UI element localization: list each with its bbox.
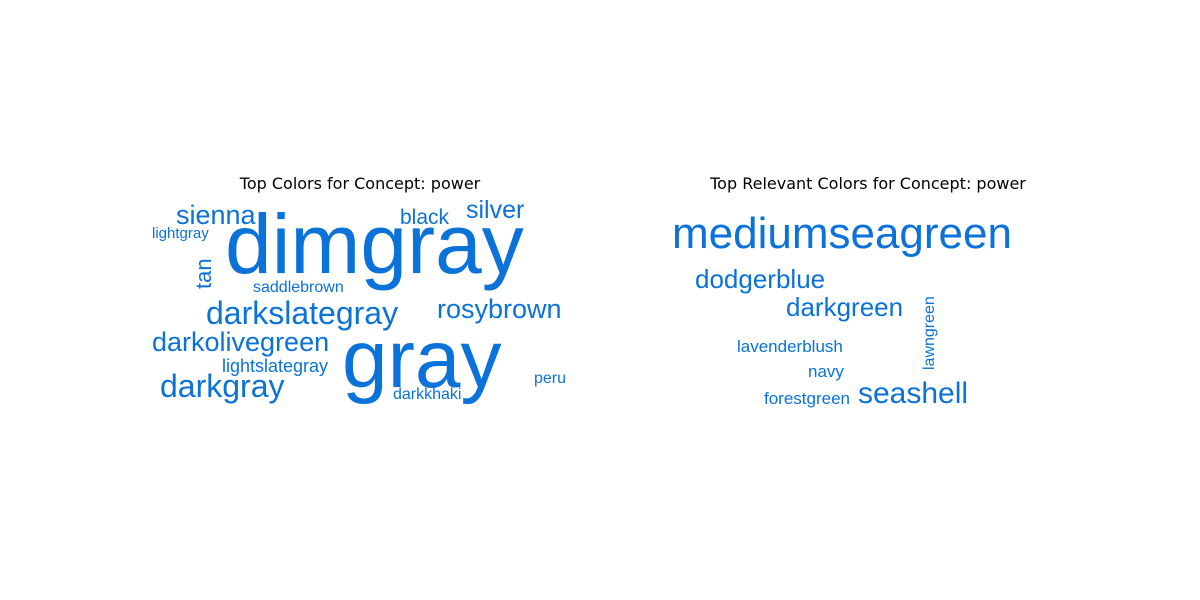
word-mediumseagreen: mediumseagreen [672,209,1012,258]
word-darkgray: darkgray [160,368,285,404]
word-black: black [400,206,450,229]
word-dodgerblue: dodgerblue [695,264,825,294]
word-lightgray: lightgray [152,225,209,242]
word-lawngreen: lawngreen [921,296,938,370]
left-wordcloud-panel: Top Colors for Concept: power dimgray gra… [130,0,590,600]
right-wordcloud-panel: Top Relevant Colors for Concept: power m… [648,0,1088,600]
word-lightslategray: lightslategray [222,356,328,376]
word-darkolivegreen: darkolivegreen [152,327,329,357]
word-lavenderblush: lavenderblush [737,337,843,356]
word-gray: gray [342,314,502,405]
word-silver: silver [466,196,524,224]
word-rosybrown: rosybrown [437,294,562,324]
word-darkslategray: darkslategray [206,295,398,331]
word-dimgray: dimgray [225,197,524,291]
word-darkgreen: darkgreen [786,292,903,322]
word-tan: tan [191,258,216,289]
word-forestgreen: forestgreen [764,389,850,408]
word-peru: peru [534,370,566,387]
word-seashell: seashell [858,377,968,410]
right-chart-title: Top Relevant Colors for Concept: power [710,174,1026,193]
word-saddlebrown: saddlebrown [253,279,344,296]
word-sienna: sienna [176,200,257,230]
word-navy: navy [808,362,844,381]
left-chart-title: Top Colors for Concept: power [239,174,481,193]
word-darkkhaki: darkkhaki [393,386,461,403]
